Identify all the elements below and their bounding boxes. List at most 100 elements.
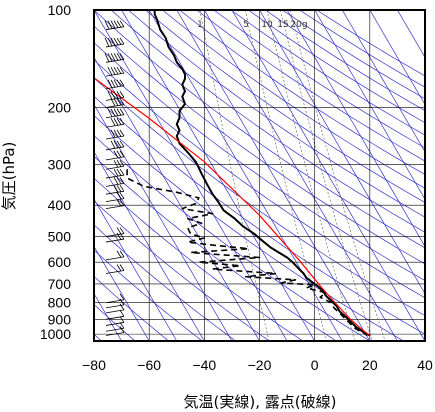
- dry-adiabat-line: [94, 135, 371, 341]
- dry-adiabat-line: [247, 10, 425, 124]
- y-tick-label: 600: [48, 254, 72, 270]
- y-tick-label: 900: [48, 311, 72, 327]
- dry-adiabat-line: [94, 224, 236, 341]
- dry-adiabat-line: [94, 304, 136, 341]
- wind-barb: [104, 37, 125, 48]
- y-tick-label: 800: [48, 295, 72, 311]
- wind-barb: [105, 66, 125, 77]
- dry-adiabat-line: [94, 275, 169, 341]
- mixing-ratio-line: [199, 10, 269, 340]
- mixing-ratio-label: 10: [261, 20, 273, 30]
- dry-adiabat-line: [94, 200, 270, 341]
- grid: [93, 9, 426, 341]
- wind-barb: [105, 108, 125, 119]
- mixing-ratio-labels: 1 5 10 15 20g: [197, 20, 307, 30]
- wind-barb: [105, 303, 125, 314]
- y-tick-label: 300: [48, 157, 72, 173]
- wind-barb: [105, 91, 125, 101]
- wind-barb: [105, 322, 125, 332]
- isotherm-line: [176, 10, 371, 341]
- isotherm-line: [94, 151, 205, 341]
- wind-barb: [105, 316, 125, 326]
- wind-barb: [105, 118, 125, 128]
- temperature-line: [153, 10, 371, 337]
- dewpoint-line: [126, 169, 368, 337]
- x-tick-label: −40: [192, 357, 216, 373]
- isotherm-line: [286, 10, 425, 248]
- wind-barb: [105, 177, 125, 187]
- dry-adiabat-line: [94, 25, 425, 265]
- y-tick-label: 1000: [40, 326, 71, 342]
- wind-barb: [104, 20, 125, 31]
- isotherm-line: [369, 10, 425, 106]
- wind-barb: [105, 150, 125, 161]
- dry-adiabat-line: [94, 77, 425, 316]
- wind-barb: [105, 168, 125, 179]
- dry-adiabat-line: [196, 10, 425, 162]
- isotherm-line: [341, 10, 425, 153]
- x-tick-label: 40: [417, 357, 433, 373]
- dry-adiabat-line: [94, 42, 425, 281]
- wind-barb: [105, 264, 125, 274]
- dry-adiabat-line: [316, 10, 425, 77]
- isotherm-line: [94, 245, 150, 341]
- y-axis-title: 気圧(hPa): [0, 142, 18, 211]
- y-tick-label: 500: [48, 229, 72, 245]
- isotherm-line: [94, 198, 178, 341]
- y-tick-label: 200: [48, 100, 72, 116]
- dry-adiabat-line: [94, 249, 203, 341]
- wind-barb: [105, 160, 125, 170]
- x-tick-label: 0: [311, 357, 319, 373]
- dry-adiabat-line: [282, 10, 425, 100]
- dry-adiabat-line: [213, 10, 425, 149]
- wind-barb: [105, 199, 125, 210]
- x-tick-label: 20: [362, 357, 378, 373]
- series-group: [94, 10, 371, 337]
- wind-barb: [105, 250, 125, 261]
- y-tick-label: 100: [48, 2, 72, 18]
- wind-barb: [105, 79, 125, 90]
- wind-barb: [105, 192, 125, 202]
- dry-adiabat-line: [162, 10, 425, 189]
- dry-adiabat-line: [128, 10, 425, 218]
- dry-adiabat-line: [94, 115, 404, 341]
- dry-adiabat-line: [94, 95, 425, 335]
- wind-barb: [105, 326, 125, 336]
- isotherm-line: [204, 10, 398, 341]
- wind-barb: [105, 98, 125, 108]
- mixing-ratio-label: 15: [277, 20, 288, 30]
- x-tick-labels: −80 −60 −40 −20 0 20 40: [82, 357, 433, 373]
- wind-barb: [105, 232, 125, 243]
- dry-adiabat-line: [145, 10, 425, 203]
- x-tick-label: −60: [137, 357, 161, 373]
- dry-adiabat-line: [94, 59, 425, 299]
- mixing-ratio-line: [280, 10, 373, 340]
- wind-barb: [105, 184, 125, 195]
- dry-adiabat-line: [179, 10, 425, 175]
- dry-adiabat-line: [94, 177, 304, 341]
- mixing-ratio-line: [289, 10, 385, 340]
- isotherm-line: [314, 10, 425, 200]
- mixing-ratio-label: 20g: [290, 20, 307, 30]
- dry-adiabat-line: [265, 10, 425, 111]
- y-tick-label: 700: [48, 276, 72, 292]
- dry-adiabat-line: [110, 10, 425, 233]
- mixing-ratio-line: [266, 10, 355, 340]
- mixing-ratio-label: 5: [243, 20, 249, 30]
- plot-frame: [93, 9, 426, 342]
- y-tick-label: 400: [48, 197, 72, 213]
- isotherm-line: [94, 103, 233, 341]
- isotherm-line: [231, 10, 425, 341]
- wind-barb: [104, 53, 125, 63]
- wind-barbs: [104, 20, 125, 336]
- isotherm-line: [424, 10, 425, 11]
- mixing-ratio-line: [245, 10, 327, 340]
- mixing-ratio-label: 1: [197, 20, 203, 30]
- dry-adiabat-line: [94, 155, 337, 341]
- wind-barb: [105, 310, 125, 320]
- x-tick-label: −80: [82, 357, 106, 373]
- x-tick-label: −20: [248, 357, 272, 373]
- x-axis-title: 気温(実線), 露点(破線): [184, 393, 337, 411]
